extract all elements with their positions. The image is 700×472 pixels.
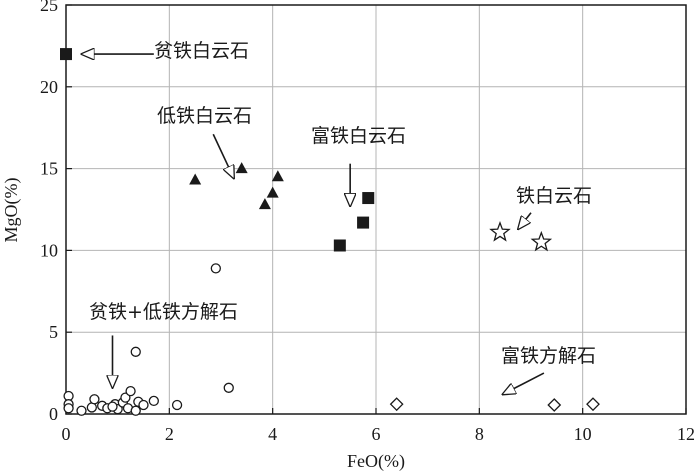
annotation-label: 低铁白云石 <box>157 105 252 127</box>
annotation-arrow <box>518 212 532 229</box>
annotation-label: 富铁方解石 <box>501 345 596 367</box>
y-tick-label: 0 <box>49 404 58 424</box>
x-tick-label: 2 <box>165 424 174 444</box>
circle-marker <box>138 399 149 411</box>
circle-marker <box>125 385 136 397</box>
y-tick-label: 5 <box>49 322 58 342</box>
x-tick-label: 8 <box>475 424 484 444</box>
circle-marker <box>148 395 159 407</box>
square-marker <box>60 48 72 61</box>
triangle-marker <box>189 173 202 185</box>
circle-marker <box>107 401 118 412</box>
square-marker <box>333 239 346 252</box>
data-points <box>60 48 600 416</box>
annotation-label: 贫铁白云石 <box>154 40 249 62</box>
triangle-marker <box>258 198 271 210</box>
grid-lines <box>66 5 686 414</box>
diamond-marker <box>389 397 404 412</box>
x-tick-label: 6 <box>372 424 381 444</box>
circle-marker <box>76 405 87 416</box>
annotation-arrows <box>82 54 545 394</box>
circle-marker <box>130 346 141 357</box>
y-tick-label: 10 <box>40 240 58 260</box>
x-tick-label: 4 <box>268 424 277 444</box>
x-axis-label: FeO(%) <box>347 451 405 472</box>
circle-marker <box>171 399 183 411</box>
square-marker <box>357 216 370 229</box>
y-tick-label: 20 <box>40 77 58 97</box>
circle-marker <box>223 382 234 393</box>
y-tick-label: 15 <box>40 159 58 179</box>
triangle-marker <box>266 186 279 198</box>
diamond-marker <box>586 397 600 412</box>
annotation-arrow <box>212 133 234 178</box>
axis-ticks: 0 2 4 6 8 10 12 0 5 10 15 20 25 <box>40 0 695 444</box>
y-tick-label: 25 <box>40 0 58 15</box>
annotation-label: 铁白云石 <box>516 185 592 207</box>
square-marker <box>362 192 375 205</box>
triangle-marker <box>235 162 248 174</box>
star-marker <box>530 230 553 252</box>
triangle-marker <box>271 170 284 182</box>
x-tick-label: 10 <box>574 424 592 444</box>
annotation-label: 贫铁+低铁方解石 <box>89 301 238 323</box>
x-tick-label: 12 <box>677 424 695 444</box>
x-tick-label: 0 <box>62 424 71 444</box>
circle-marker <box>63 403 74 414</box>
circle-marker <box>120 392 131 403</box>
circle-marker <box>130 405 141 416</box>
annotation-label: 富铁白云石 <box>311 125 406 147</box>
star-marker <box>489 221 511 242</box>
y-axis-label: MgO(%) <box>1 178 22 243</box>
annotation-arrow <box>503 372 545 394</box>
circle-marker <box>210 263 221 274</box>
diamond-marker <box>547 398 562 412</box>
circle-marker <box>89 394 100 405</box>
